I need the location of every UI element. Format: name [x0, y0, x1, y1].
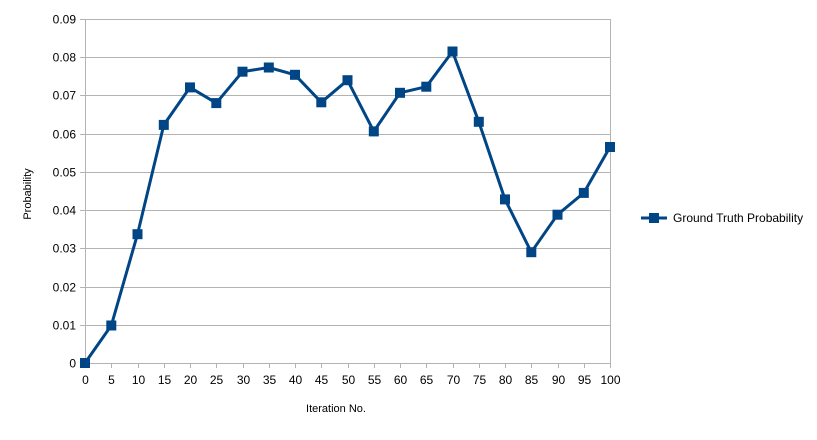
y-tick-label: 0.05: [53, 166, 77, 180]
y-tick-label: 0.01: [53, 319, 77, 333]
legend-label: Ground Truth Probability: [673, 211, 803, 225]
x-tick-label: 55: [368, 373, 382, 387]
data-point-marker: [552, 209, 563, 220]
x-tick-label: 95: [578, 373, 592, 387]
data-point-marker: [263, 62, 274, 73]
x-tick-label: 45: [315, 373, 329, 387]
data-point-marker: [80, 358, 90, 368]
data-point-marker: [132, 229, 143, 240]
y-tick-label: 0: [69, 357, 76, 371]
legend-marker: [649, 213, 659, 223]
y-tick-label: 0.02: [53, 281, 77, 295]
y-tick-label: 0.07: [53, 89, 77, 103]
data-point-marker: [290, 69, 300, 80]
x-tick-label: 20: [184, 373, 198, 387]
x-tick-label: 40: [289, 373, 303, 387]
x-tick-label: 35: [263, 373, 277, 387]
y-tick-label: 0.08: [53, 51, 77, 65]
x-tick-label: 75: [473, 373, 487, 387]
x-tick-label: 15: [158, 373, 172, 387]
y-axis-title: Probability: [22, 168, 34, 220]
x-tick-label: 5: [108, 373, 115, 387]
data-point-marker: [237, 66, 248, 77]
data-point-marker: [473, 116, 484, 127]
data-point-marker: [605, 142, 615, 152]
data-point-marker: [185, 82, 195, 93]
x-tick-label: 90: [552, 373, 566, 387]
y-tick-labels: 0 0.01 0.02 0.03 0.04 0.05 0.06 0.07 0.08 0.09: [53, 13, 77, 371]
axes: [80, 19, 611, 368]
y-tick-label: 0.04: [53, 204, 77, 218]
x-tick-label: 25: [210, 373, 224, 387]
x-tick-label: 10: [132, 373, 146, 387]
x-tick-label: 30: [237, 373, 251, 387]
data-point-marker: [500, 194, 510, 205]
x-tick-label: 85: [525, 373, 539, 387]
data-point-marker: [526, 247, 537, 258]
y-tick-label: 0.06: [53, 128, 77, 142]
x-axis-title: Iteration No.: [306, 403, 366, 415]
data-point-marker: [368, 126, 379, 137]
data-point-marker: [211, 98, 222, 109]
series-line: [83, 50, 612, 364]
data-point-marker: [578, 187, 589, 198]
data-point-marker: [342, 75, 353, 86]
data-point-marker: [421, 81, 432, 92]
legend: Ground Truth Probability: [641, 211, 803, 225]
x-tick-labels: 0 5 10 15 20 25 30 35 40 45 50 55 60 65 70 75 80 85 90 95 10…: [82, 373, 621, 387]
x-tick-label: 100: [600, 373, 620, 387]
x-tick-label: 70: [447, 373, 461, 387]
data-point-marker: [106, 320, 117, 331]
y-tick-label: 0.03: [53, 242, 77, 256]
data-point-marker: [447, 46, 458, 57]
x-tick-label: 0: [82, 373, 89, 387]
x-tick-label: 50: [342, 373, 356, 387]
data-point-marker: [158, 119, 169, 130]
gridlines: [85, 19, 610, 364]
x-tick-label: 60: [394, 373, 408, 387]
x-tick-label: 65: [420, 373, 434, 387]
y-tick-label: 0.09: [53, 13, 77, 27]
data-point-marker: [395, 87, 405, 98]
series: [80, 46, 615, 368]
x-tick-label: 80: [499, 373, 513, 387]
data-point-marker: [316, 97, 327, 108]
